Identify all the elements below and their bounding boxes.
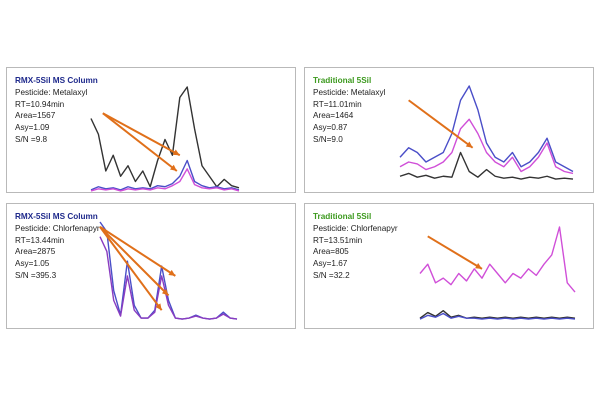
panel-info: Traditional 5Sil Pesticide: Chlorfenapyr… <box>313 211 398 282</box>
annotation-arrowhead-0 <box>475 262 482 269</box>
rt-label: RT=10.94min <box>15 99 65 109</box>
pesticide-label: Pesticide: Metalaxyl <box>15 87 88 97</box>
series-trace-0 <box>399 85 574 173</box>
series-trace-1 <box>99 236 238 320</box>
panel-title: RMX-5Sil MS Column <box>15 212 98 221</box>
series-trace-1 <box>419 309 576 319</box>
chromatogram-plot <box>399 85 574 180</box>
area-label: Area=805 <box>313 247 349 257</box>
rt-label: RT=13.51min <box>313 235 363 245</box>
pesticide-label: Pesticide: Chlorfenapyr <box>313 223 398 233</box>
rt-label: RT=13.44min <box>15 235 65 245</box>
series-trace-1 <box>399 118 574 175</box>
asy-label: Asy=0.87 <box>313 123 348 133</box>
annotation-arrowhead-0 <box>172 149 180 156</box>
annotation-arrow-1 <box>99 226 170 297</box>
asy-label: Asy=1.09 <box>15 123 50 133</box>
chromatogram-plot <box>419 226 576 320</box>
sn-label: S/N =395.3 <box>15 270 57 280</box>
chromatogram-panel-rmx-metalaxyl: RMX-5Sil MS Column Pesticide: Metalaxyl … <box>6 67 296 193</box>
pesticide-label: Pesticide: Chlorfenapyr <box>15 223 100 233</box>
series-trace-2 <box>399 151 574 180</box>
chromatogram-panel-traditional-chlorfenapyr: Traditional 5Sil Pesticide: Chlorfenapyr… <box>304 203 594 329</box>
chromatogram-panel-traditional-metalaxyl: Traditional 5Sil Pesticide: Metalaxyl RT… <box>304 67 594 193</box>
annotation-arrowhead-2 <box>155 303 162 311</box>
annotation-arrow-1 <box>102 112 178 172</box>
annotation-arrowhead-0 <box>465 141 473 148</box>
panel-info: RMX-5Sil MS Column Pesticide: Metalaxyl … <box>15 75 98 146</box>
annotation-arrowhead-0 <box>168 269 176 276</box>
series-trace-1 <box>90 159 240 191</box>
annotation-arrow-0 <box>99 226 176 277</box>
series-trace-2 <box>90 168 240 192</box>
panel-title: Traditional 5Sil <box>313 212 372 221</box>
annotation-arrowhead-1 <box>161 288 169 296</box>
annotation-arrow-2 <box>99 226 163 311</box>
asy-label: Asy=1.05 <box>15 259 50 269</box>
series-trace-0 <box>419 226 576 293</box>
annotation-arrow-0 <box>102 112 181 157</box>
sn-label: S/N =32.2 <box>313 270 350 280</box>
pesticide-label: Pesticide: Metalaxyl <box>313 87 386 97</box>
annotation-arrow-0 <box>408 99 474 149</box>
sn-label: S/N=9.0 <box>313 134 343 144</box>
panel-title: Traditional 5Sil <box>313 76 372 85</box>
area-label: Area=2875 <box>15 247 56 257</box>
asy-label: Asy=1.67 <box>313 259 348 269</box>
area-label: Area=1567 <box>15 111 56 121</box>
chromatogram-panel-rmx-chlorfenapyr: RMX-5Sil MS Column Pesticide: Chlorfenap… <box>6 203 296 329</box>
annotation-arrowhead-1 <box>169 164 177 171</box>
panel-info: RMX-5Sil MS Column Pesticide: Chlorfenap… <box>15 211 100 282</box>
area-label: Area=1464 <box>313 111 354 121</box>
chromatogram-plot <box>99 221 238 320</box>
series-trace-2 <box>419 312 576 320</box>
rt-label: RT=11.01min <box>313 99 362 109</box>
panel-info: Traditional 5Sil Pesticide: Metalaxyl RT… <box>313 75 385 146</box>
annotation-arrow-0 <box>427 235 483 270</box>
series-trace-0 <box>90 86 240 189</box>
chromatogram-plot <box>90 86 240 192</box>
panel-title: RMX-5Sil MS Column <box>15 76 98 85</box>
sn-label: S/N =9.8 <box>15 134 48 144</box>
